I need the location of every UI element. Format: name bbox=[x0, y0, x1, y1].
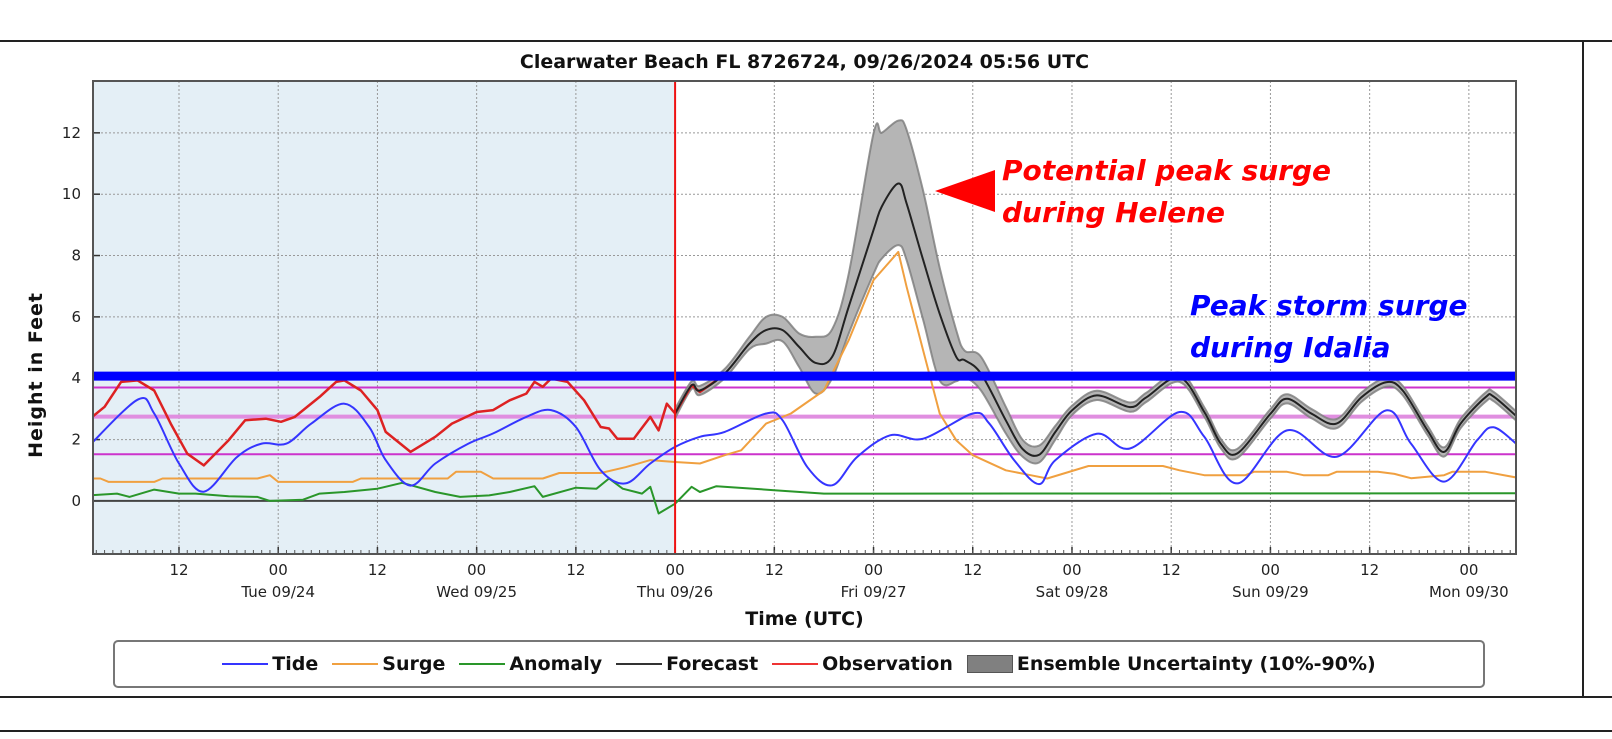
legend-item-anomaly: Anomaly bbox=[459, 653, 602, 675]
x-tick-date-label: Fri 09/27 bbox=[841, 583, 907, 601]
legend-item-ensemble: Ensemble Uncertainty (10%-90%) bbox=[966, 653, 1376, 675]
frame-bottom-line bbox=[0, 696, 1612, 698]
y-tick-label: 10 bbox=[62, 185, 81, 203]
annotation-line: Potential peak surge bbox=[1002, 154, 1332, 187]
x-tick-label: 00 bbox=[467, 561, 486, 579]
legend-item-surge: Surge bbox=[332, 653, 445, 675]
x-tick-label: 12 bbox=[566, 561, 585, 579]
x-tick-label: 12 bbox=[765, 561, 784, 579]
observed-region-shading bbox=[93, 81, 676, 554]
legend-label: Surge bbox=[382, 653, 446, 675]
series-line-tide bbox=[93, 397, 1516, 493]
y-tick-label: 6 bbox=[71, 308, 81, 326]
x-tick-date-label: Tue 09/24 bbox=[240, 583, 315, 601]
x-axis-label: Time (UTC) bbox=[745, 608, 864, 630]
legend-swatch bbox=[222, 663, 269, 665]
y-tick-label: 8 bbox=[71, 247, 81, 265]
chart-title: Clearwater Beach FL 8726724, 09/26/2024 … bbox=[519, 51, 1090, 73]
legend-label: Anomaly bbox=[509, 653, 603, 675]
legend-label: Ensemble Uncertainty (10%-90%) bbox=[1016, 653, 1376, 675]
x-tick-label: 00 bbox=[269, 561, 288, 579]
frame-bottom-line-2 bbox=[0, 730, 1612, 732]
x-tick-label: 12 bbox=[169, 561, 188, 579]
annotation-line: Peak storm surge bbox=[1190, 289, 1468, 322]
plot-frame bbox=[92, 80, 1517, 555]
y-axis-label: Height in Feet bbox=[25, 292, 47, 458]
x-tick-label: 12 bbox=[1360, 561, 1379, 579]
arrow-pointer-icon bbox=[935, 170, 995, 212]
legend-item-tide: Tide bbox=[222, 653, 318, 675]
legend-label: Observation bbox=[822, 653, 953, 675]
x-tick-date-label: Mon 09/30 bbox=[1429, 583, 1509, 601]
x-tick-date-label: Wed 09/25 bbox=[436, 583, 517, 601]
legend-label: Tide bbox=[272, 653, 319, 675]
x-tick-label: 00 bbox=[666, 561, 685, 579]
annotation-idalia: Peak storm surge during Idalia bbox=[1190, 285, 1467, 369]
y-tick-label: 2 bbox=[71, 431, 81, 449]
legend-item-forecast: Forecast bbox=[616, 653, 758, 675]
legend-label: Forecast bbox=[666, 653, 759, 675]
annotation-helene: Potential peak surge during Helene bbox=[1002, 150, 1331, 234]
series-line-anomaly bbox=[93, 477, 1516, 515]
plot-content bbox=[93, 119, 1516, 515]
legend-swatch bbox=[459, 663, 506, 665]
x-tick-date-label: Sun 09/29 bbox=[1232, 583, 1309, 601]
legend-swatch bbox=[616, 663, 663, 665]
x-tick-label: 12 bbox=[963, 561, 982, 579]
x-tick-date-label: Sat 09/28 bbox=[1036, 583, 1109, 601]
x-tick-label: 00 bbox=[1459, 561, 1478, 579]
annotation-line: during Idalia bbox=[1190, 331, 1391, 364]
legend-item-observation: Observation bbox=[772, 653, 953, 675]
y-tick-label: 0 bbox=[71, 492, 81, 510]
legend-swatch bbox=[772, 663, 819, 665]
series-line-surge bbox=[93, 250, 1516, 483]
series-line-forecast bbox=[674, 182, 1516, 457]
x-tick-label: 12 bbox=[368, 561, 387, 579]
x-tick-label: 00 bbox=[864, 561, 883, 579]
y-tick-label: 12 bbox=[62, 124, 81, 142]
ensemble-uncertainty-band bbox=[674, 119, 1516, 465]
annotation-line: during Helene bbox=[1002, 196, 1226, 229]
series-line-observation bbox=[93, 377, 718, 467]
x-tick-label: 12 bbox=[1162, 561, 1181, 579]
y-tick-label: 4 bbox=[71, 369, 81, 387]
x-tick-label: 00 bbox=[1261, 561, 1280, 579]
legend-swatch bbox=[966, 655, 1013, 673]
x-tick-label: 00 bbox=[1062, 561, 1081, 579]
x-tick-date-label: Thu 09/26 bbox=[636, 583, 713, 601]
legend-swatch bbox=[332, 663, 379, 665]
frame-right-line bbox=[1582, 40, 1584, 698]
frame-top-line bbox=[0, 40, 1612, 42]
legend: Tide Surge Anomaly Forecast Observation Ensem… bbox=[113, 640, 1485, 688]
